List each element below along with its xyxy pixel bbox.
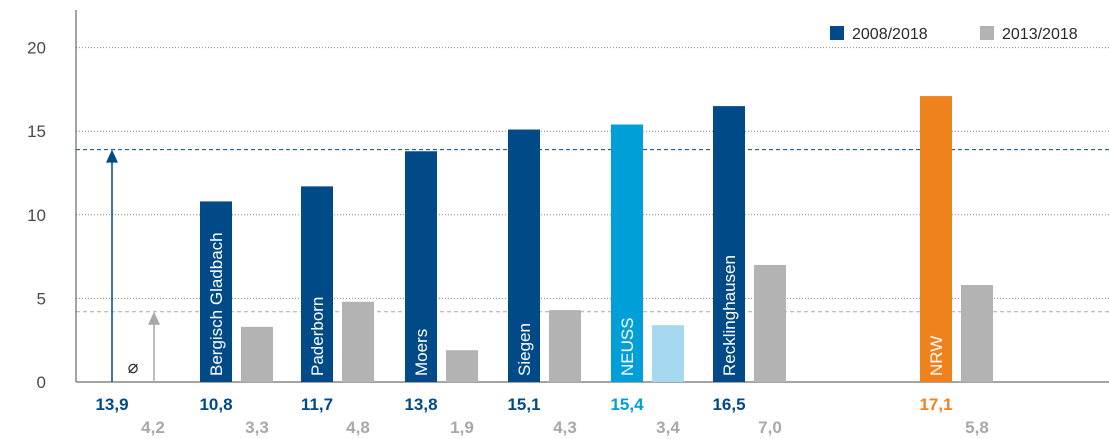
average-value-series-2: 4,2: [141, 418, 165, 437]
y-tick-label-20: 20: [27, 39, 46, 58]
bar-series-1-nrw: [920, 96, 952, 382]
bar-name-bergisch-gladbach: Bergisch Gladbach: [207, 232, 226, 376]
value-label-series-1-paderborn: 11,7: [301, 395, 333, 414]
value-label-series-2-bergisch-gladbach: 3,3: [245, 418, 269, 437]
average-arrowhead-series-2: [148, 311, 160, 325]
bar-name-paderborn: Paderborn: [308, 297, 327, 376]
legend-label-series-1: 2008/2018: [852, 26, 928, 43]
bar-series-1-neuss: [611, 124, 643, 383]
bar-series-2-recklinghausen: [754, 264, 786, 382]
y-tick-label-5: 5: [37, 289, 46, 308]
bar-name-siegen: Siegen: [515, 323, 534, 376]
bar-series-2-nrw: [961, 285, 993, 382]
value-label-series-1-neuss: 15,4: [610, 395, 644, 414]
average-symbol: ⌀: [128, 357, 139, 377]
value-label-series-1-bergisch-gladbach: 10,8: [199, 395, 232, 414]
value-label-series-1-nrw: 17,1: [919, 395, 952, 414]
value-label-series-2-moers: 1,9: [450, 418, 474, 437]
bar-series-2-siegen: [549, 310, 581, 382]
y-tick-label-10: 10: [27, 206, 46, 225]
y-tick-label-0: 0: [37, 373, 46, 392]
bar-series-2-neuss: [652, 325, 684, 382]
bar-series-2-paderborn: [342, 301, 374, 382]
value-label-series-1-moers: 13,8: [404, 395, 437, 414]
y-tick-labels: 0 5 10 15 20: [27, 39, 46, 392]
value-label-series-2-neuss: 3,4: [656, 418, 680, 437]
grid-layer: [76, 47, 1109, 313]
bar-name-recklinghausen: Recklinghausen: [720, 255, 739, 376]
legend-label-series-2: 2013/2018: [1002, 26, 1078, 43]
value-label-series-1-recklinghausen: 16,5: [712, 395, 745, 414]
value-label-series-1-siegen: 15,1: [507, 395, 540, 414]
average-value-series-1: 13,9: [95, 395, 128, 414]
bars: Bergisch Gladbach Paderborn Moers Siegen NEU…: [200, 96, 993, 383]
bar-series-1-moers: [405, 151, 437, 382]
y-tick-label-15: 15: [27, 122, 46, 141]
bar-series-1-bergisch-gladbach: [200, 201, 232, 382]
value-label-series-2-siegen: 4,3: [553, 418, 577, 437]
bar-name-neuss: NEUSS: [618, 317, 637, 376]
legend-swatch-series-2: [980, 26, 994, 40]
bar-series-2-moers: [446, 350, 478, 382]
value-labels: 13,9 4,2 10,8 3,3 11,7 4,8 13,8 1,9 15,1 4,3 15,4 3…: [95, 395, 988, 437]
value-label-series-2-paderborn: 4,8: [346, 418, 370, 437]
legend: 2008/2018 2013/2018: [830, 26, 1078, 43]
bar-name-moers: Moers: [412, 329, 431, 376]
bar-series-1-paderborn: [301, 186, 333, 382]
bar-name-nrw: NRW: [927, 336, 946, 376]
bar-series-2-bergisch-gladbach: [241, 326, 273, 382]
average-arrowhead-series-1: [106, 149, 118, 163]
average-indicator: ⌀: [106, 149, 160, 382]
bar-series-1-recklinghausen: [713, 106, 745, 383]
value-label-series-2-nrw: 5,8: [965, 418, 989, 437]
legend-swatch-series-1: [830, 26, 844, 40]
bar-series-1-siegen: [508, 129, 540, 382]
value-label-series-2-recklinghausen: 7,0: [758, 418, 782, 437]
